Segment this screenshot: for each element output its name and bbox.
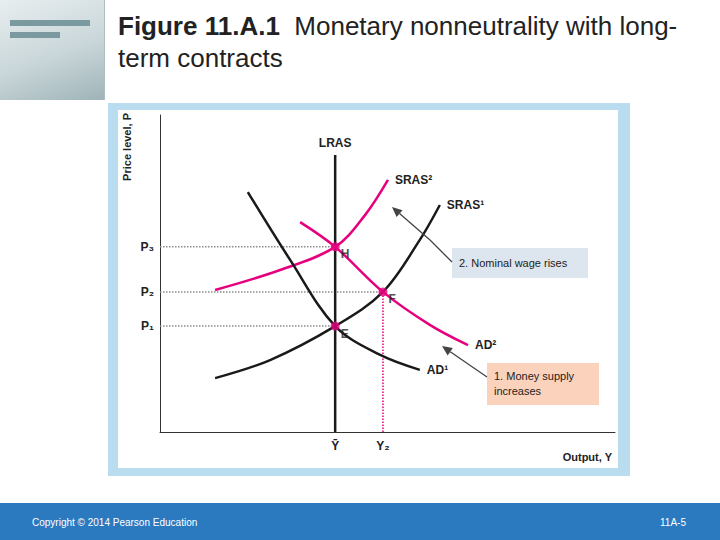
svg-text:Price level, P: Price level, P: [121, 113, 133, 181]
svg-text:P₂: P₂: [141, 285, 154, 299]
svg-text:F: F: [388, 292, 395, 306]
html-text:11A-5: 11A-5: [660, 517, 686, 528]
svg-text:2. Nominal wage rises: 2. Nominal wage rises: [459, 257, 568, 269]
svg-text:Output, Y: Output, Y: [563, 451, 613, 463]
svg-text:increases: increases: [494, 385, 542, 397]
svg-text:1. Money supply: 1. Money supply: [494, 370, 577, 382]
html-text:Monetary nonneutrality with lo: Monetary nonneutrality with long-term co…: [118, 11, 678, 73]
svg-text:LRAS: LRAS: [319, 136, 352, 150]
svg-text:Y₂: Y₂: [376, 439, 389, 453]
svg-text:Ȳ: Ȳ: [331, 439, 339, 453]
svg-text:AD²: AD²: [475, 338, 496, 352]
svg-text:P₁: P₁: [141, 319, 154, 333]
html-text:Figure 11.A.1: Figure 11.A.1: [118, 11, 280, 41]
svg-text:H: H: [341, 247, 350, 261]
svg-text:P₃: P₃: [140, 240, 154, 254]
html-text:Copyright © 2014 Pearson Educa: Copyright © 2014 Pearson Education: [32, 517, 198, 528]
svg-text:SRAS²: SRAS²: [395, 173, 432, 187]
svg-text:SRAS¹: SRAS¹: [447, 198, 484, 212]
svg-text:E: E: [341, 327, 349, 341]
svg-text:AD¹: AD¹: [427, 363, 448, 377]
